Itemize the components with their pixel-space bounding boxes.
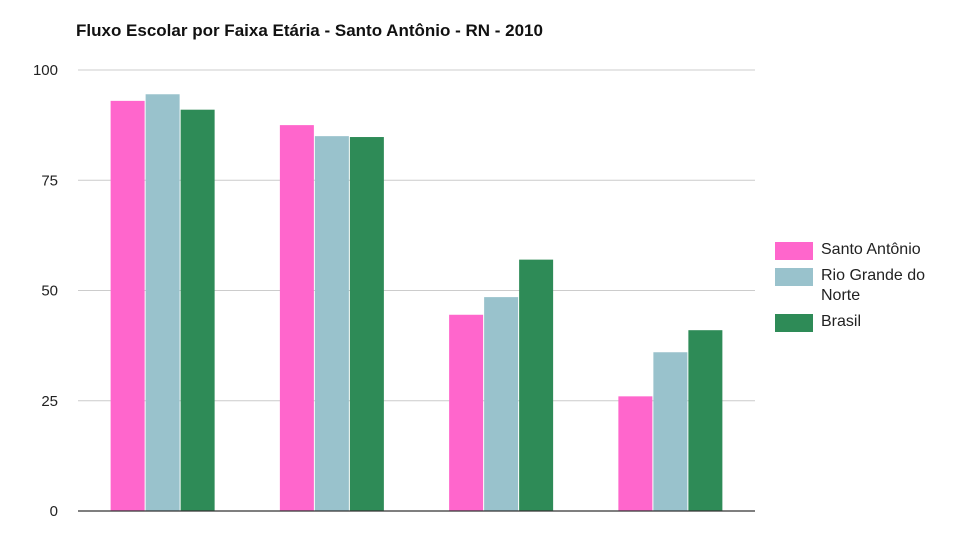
legend: Santo Antônio Rio Grande do Norte Brasil <box>775 240 955 338</box>
y-tick-label: 75 <box>41 172 58 189</box>
legend-item: Rio Grande do Norte <box>775 266 955 306</box>
y-tick-label: 100 <box>33 62 58 79</box>
bar <box>519 259 554 511</box>
y-tick-label: 25 <box>41 393 58 410</box>
legend-label: Rio Grande do Norte <box>821 267 926 304</box>
bar <box>145 94 180 511</box>
bar <box>653 352 688 511</box>
y-tick-label: 50 <box>41 283 58 300</box>
legend-label: Santo Antônio <box>821 241 921 258</box>
chart-title: Fluxo Escolar por Faixa Etária - Santo A… <box>76 21 543 40</box>
legend-swatch <box>775 268 813 286</box>
bar <box>484 297 519 511</box>
bar <box>449 314 484 511</box>
legend-item: Santo Antônio <box>775 240 955 260</box>
y-axis-ticks: 0 25 50 75 100 <box>33 62 58 520</box>
bar <box>110 100 145 512</box>
bar <box>180 109 215 511</box>
legend-item: Brasil <box>775 312 955 332</box>
bar <box>279 125 314 511</box>
y-tick-label: 0 <box>50 503 58 520</box>
bar <box>618 396 653 511</box>
legend-swatch <box>775 314 813 332</box>
bar <box>314 136 349 511</box>
bar <box>349 137 384 512</box>
bars <box>110 94 723 512</box>
bar <box>688 330 723 511</box>
legend-swatch <box>775 242 813 260</box>
legend-label: Brasil <box>821 313 862 330</box>
